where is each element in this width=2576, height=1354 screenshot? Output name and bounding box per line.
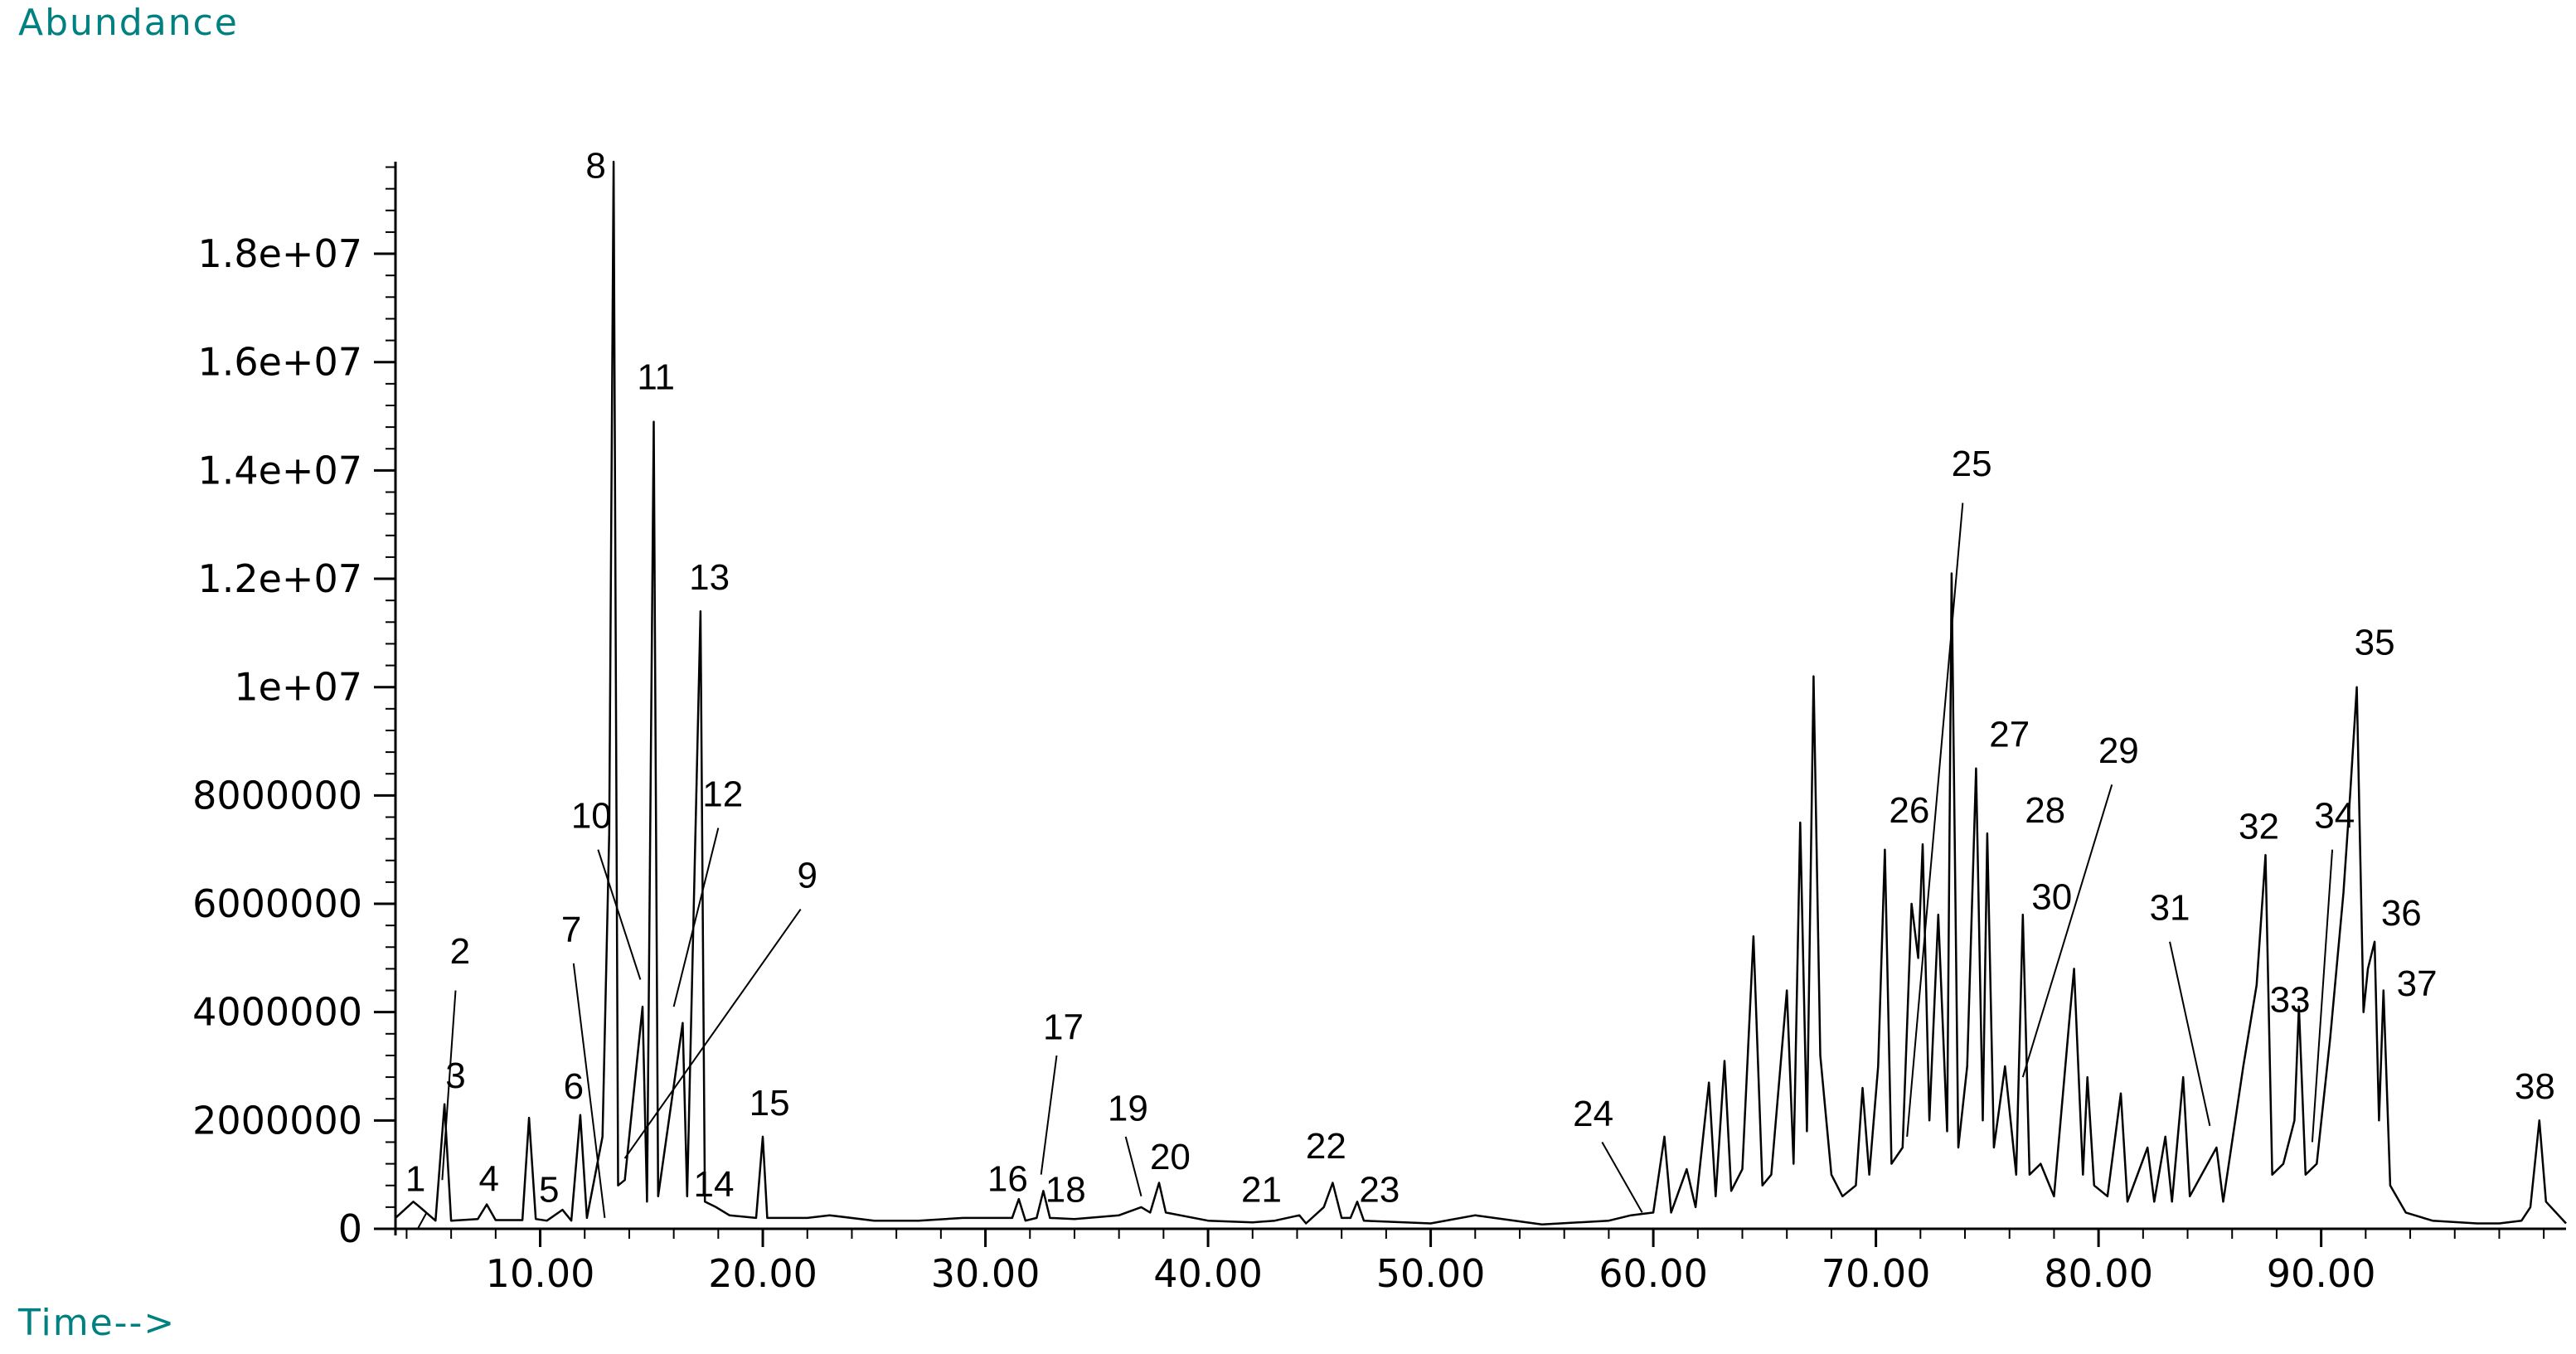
peak-label-5: 5 <box>539 1169 559 1210</box>
leader-line-7 <box>572 963 606 1219</box>
peak-label-12: 12 <box>702 774 743 814</box>
peak-label-6: 6 <box>564 1066 584 1107</box>
peak-label-21: 21 <box>1241 1169 1282 1210</box>
leader-line-2 <box>441 990 457 1181</box>
leader-lines <box>416 502 2334 1230</box>
peak-label-1: 1 <box>405 1158 425 1199</box>
x-tick-label: 30.00 <box>931 1251 1041 1296</box>
peak-label-36: 36 <box>2381 893 2422 934</box>
y-tick-label: 8000000 <box>192 773 362 818</box>
peak-label-8: 8 <box>585 146 605 187</box>
peak-label-30: 30 <box>2031 877 2072 918</box>
leader-line-9 <box>623 908 802 1159</box>
x-tick-label: 70.00 <box>1822 1251 1931 1296</box>
peak-label-27: 27 <box>1989 715 2030 755</box>
peak-label-25: 25 <box>1952 444 1992 484</box>
x-tick-label: 20.00 <box>708 1251 817 1296</box>
y-tick-label: 6000000 <box>192 881 362 926</box>
peak-label-32: 32 <box>2239 807 2279 847</box>
leader-line-17 <box>1040 1055 1058 1175</box>
peak-label-14: 14 <box>693 1164 734 1205</box>
peak-label-7: 7 <box>561 910 581 950</box>
peak-label-16: 16 <box>987 1158 1028 1199</box>
peak-label-15: 15 <box>750 1083 790 1123</box>
x-tick-label: 10.00 <box>486 1251 595 1296</box>
leader-line-34 <box>2311 849 2334 1143</box>
peak-label-31: 31 <box>2150 888 2190 929</box>
peak-label-19: 19 <box>1108 1088 1148 1128</box>
peak-label-38: 38 <box>2515 1066 2555 1107</box>
y-tick-label: 1.2e+07 <box>197 556 362 601</box>
leader-line-1 <box>416 1211 428 1230</box>
x-tick-label: 40.00 <box>1153 1251 1263 1296</box>
peak-label-17: 17 <box>1043 1007 1084 1047</box>
peak-label-29: 29 <box>2098 730 2139 771</box>
x-tick-label: 50.00 <box>1376 1251 1486 1296</box>
peak-label-2: 2 <box>450 931 470 972</box>
y-tick-label: 1.6e+07 <box>197 340 362 385</box>
peak-label-33: 33 <box>2270 980 2311 1021</box>
peak-label-10: 10 <box>571 796 612 837</box>
peak-label-22: 22 <box>1306 1126 1346 1167</box>
peak-label-37: 37 <box>2397 963 2438 1004</box>
y-tick-label: 4000000 <box>192 990 362 1035</box>
leader-line-19 <box>1124 1136 1142 1197</box>
peak-label-20: 20 <box>1150 1137 1191 1177</box>
y-tick-label: 0 <box>338 1206 362 1251</box>
leader-line-31 <box>2169 941 2211 1127</box>
peak-label-24: 24 <box>1573 1094 1613 1134</box>
peak-label-28: 28 <box>2025 790 2065 831</box>
x-tick-label: 90.00 <box>2267 1251 2376 1296</box>
peak-label-35: 35 <box>2355 623 2395 663</box>
x-tick-label: 80.00 <box>2044 1251 2153 1296</box>
peak-label-11: 11 <box>637 357 675 397</box>
peak-label-3: 3 <box>445 1056 465 1096</box>
y-tick-label: 1.8e+07 <box>197 231 362 276</box>
trace-series <box>395 160 2567 1226</box>
peak-label-4: 4 <box>479 1158 499 1199</box>
peak-label-18: 18 <box>1045 1169 1086 1210</box>
peak-label-13: 13 <box>689 557 730 598</box>
leader-line-24 <box>1601 1141 1643 1213</box>
y-axis-title: Abundance <box>18 2 239 44</box>
leader-line-25 <box>1906 502 1964 1138</box>
leader-line-10 <box>597 849 642 980</box>
x-axis-title: Time--> <box>17 1302 176 1344</box>
y-tick-label: 1e+07 <box>234 665 362 710</box>
chromatogram-trace <box>395 160 2567 1226</box>
peak-label-26: 26 <box>1889 790 1929 831</box>
peak-label-23: 23 <box>1359 1169 1400 1210</box>
leader-line-29 <box>2021 784 2113 1078</box>
peak-label-9: 9 <box>798 855 817 895</box>
y-tick-label: 1.4e+07 <box>197 448 362 493</box>
leader-line-12 <box>672 827 720 1007</box>
y-tick-label: 2000000 <box>192 1098 362 1143</box>
axes: 0 2000000 4000000 6000000 8000000 1e+07 1.2e+0… <box>192 162 2566 1296</box>
peak-label-34: 34 <box>2314 796 2355 837</box>
x-tick-label: 60.00 <box>1598 1251 1708 1296</box>
